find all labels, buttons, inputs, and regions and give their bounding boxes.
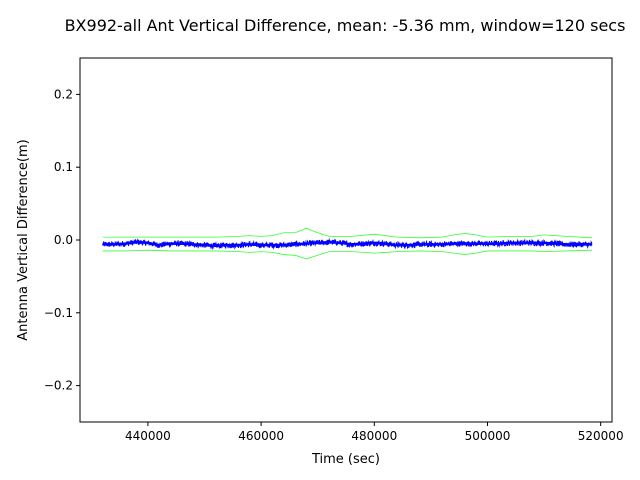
y-axis-label: Antenna Vertical Difference(m)	[16, 139, 31, 340]
x-tick-label: 480000	[351, 429, 397, 443]
y-tick-label: 0.2	[54, 87, 73, 101]
upper-band-line	[102, 227, 593, 239]
x-tick-label: 440000	[125, 429, 171, 443]
x-axis-label: Time (sec)	[311, 452, 380, 467]
x-axis-ticks: 440000 460000 480000 500000 520000	[125, 422, 624, 443]
mean-trend-line	[102, 240, 593, 248]
y-axis-ticks: −0.2 −0.1 0.0 0.1 0.2	[44, 87, 80, 393]
y-tick-label: 0.0	[54, 233, 73, 247]
x-tick-label: 500000	[465, 429, 511, 443]
x-tick-label: 460000	[238, 429, 284, 443]
y-tick-label: −0.2	[44, 379, 73, 393]
x-tick-label: 520000	[578, 429, 624, 443]
y-tick-label: −0.1	[44, 306, 73, 320]
plot-area	[79, 57, 613, 423]
chart-title: BX992-all Ant Vertical Difference, mean:…	[65, 16, 626, 35]
lower-band-line	[102, 249, 593, 260]
series-layer	[102, 227, 593, 260]
y-tick-label: 0.1	[54, 160, 73, 174]
